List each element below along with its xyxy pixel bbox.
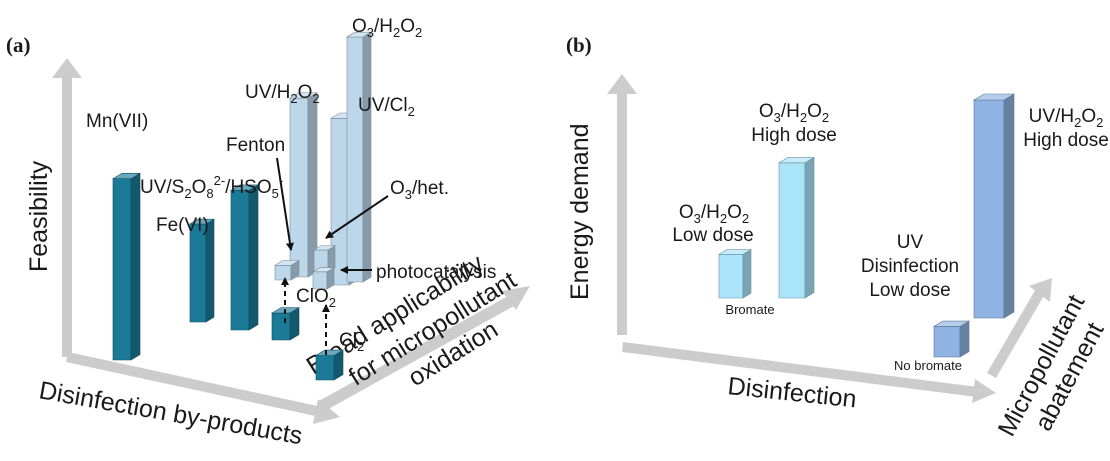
bar-o3-h2o2-high — [777, 156, 816, 299]
no-bromate-note: No bromate — [894, 358, 962, 373]
bar-uv-persulfate — [229, 184, 260, 331]
photocatalysis-label: photocatalysis — [376, 262, 496, 283]
o3-h2o2-high-label-line-2: High dose — [751, 125, 837, 146]
o3-h2o2-label-a: O3/H2O2 — [352, 16, 422, 40]
feasibility-axis-arrowhead — [52, 58, 82, 78]
energy-axis — [617, 94, 627, 335]
fenton-pointer-arrow — [276, 157, 294, 251]
applicability-axis-arrowhead — [502, 286, 530, 310]
applicability-axis — [317, 296, 514, 412]
o3-h2o2-high-label-line-1: O3/H2O2 — [759, 101, 829, 125]
bar-mn-vii — [111, 172, 142, 361]
bar-o3-h2o2-low — [717, 249, 753, 299]
panel-b-axes — [607, 74, 1052, 403]
bar-uv-h2o2-high — [972, 93, 1016, 319]
o3-het-label: O3/het. — [390, 178, 449, 202]
bar-uv-disinfection-low — [932, 320, 971, 358]
bar-fe-vi — [188, 218, 216, 323]
bromate-note: Bromate — [725, 302, 774, 317]
energy-axis-label: Energy demand — [566, 123, 594, 300]
uv-disinfection-label-line-1: UV — [897, 232, 924, 253]
uv-h2o2-high-label-line-1: UV/H2O2 — [1029, 106, 1104, 130]
bar-o3-het — [312, 245, 337, 273]
uv-persulfate-label: UV/S2O82-/HSO5- — [140, 173, 283, 201]
bar-o3-h2o2 — [345, 31, 373, 283]
disinfection-axis — [622, 342, 978, 397]
fenton-label: Fenton — [226, 135, 285, 156]
panel-a-letter: (a) — [6, 33, 31, 57]
dbp-axis — [66, 352, 322, 417]
bar-photocatalysis — [311, 267, 336, 290]
o3-h2o2-low-label-line-1: O3/H2O2 — [679, 202, 749, 226]
clo2-label: ClO2 — [296, 286, 336, 310]
panel-b: (b) Energy demand Disinfection Micropoll… — [566, 33, 1110, 441]
feasibility-axis-label: Feasibility — [25, 160, 53, 272]
abatement-axis-arrowhead — [1029, 278, 1052, 302]
uv-disinfection-label-line-3: Low dose — [869, 280, 950, 301]
panel-a-axes — [52, 58, 530, 424]
o3het-pointer-arrow — [325, 195, 389, 239]
uv-cl2-label: UV/Cl2 — [358, 95, 415, 119]
abatement-axis-label: Micropollutant abatement — [993, 290, 1110, 441]
disinfection-axis-arrowhead — [972, 379, 996, 403]
o3-h2o2-low-label-line-2: Low dose — [672, 225, 753, 246]
panel-a-bars — [111, 31, 373, 381]
panel-b-letter: (b) — [566, 33, 592, 57]
feasibility-axis — [62, 78, 72, 357]
energy-axis-arrowhead — [607, 74, 637, 94]
bar-fenton — [273, 259, 301, 281]
uv-h2o2-high-label-line-2: High dose — [1023, 130, 1109, 151]
abatement-axis — [987, 287, 1046, 378]
bar-cl2 — [314, 349, 345, 381]
fe-label: Fe(VI) — [156, 215, 209, 236]
panel-b-bars — [717, 93, 1016, 358]
uv-disinfection-label-line-2: Disinfection — [861, 256, 959, 277]
uv-h2o2-label-a: UV/H2O2 — [245, 82, 320, 106]
bar-uv-h2o2 — [288, 92, 319, 278]
panel-a: (a) Feasibility Disinfection by-products… — [6, 16, 530, 450]
dbp-axis-label: Disinfection by-products — [37, 376, 305, 450]
mn-label: Mn(VII) — [86, 111, 148, 132]
